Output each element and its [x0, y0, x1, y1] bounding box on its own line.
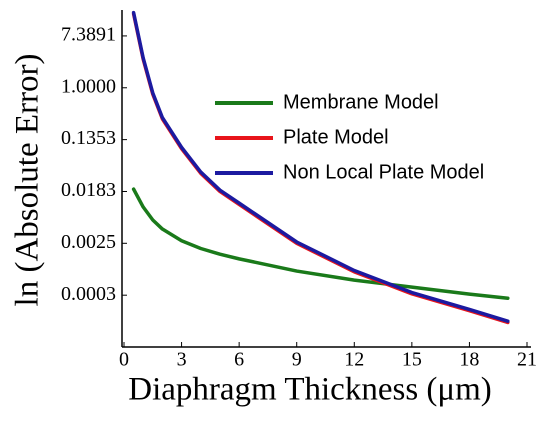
line-series [131, 10, 510, 323]
y-tick-label: 7.3891 [61, 24, 116, 46]
x-axis-label: Diaphragm Thickness (μm) [128, 372, 492, 408]
x-tick-label: 21 [517, 349, 537, 371]
y-tick-label: 0.0025 [61, 231, 116, 253]
y-tick-label: 0.0003 [61, 283, 116, 305]
x-tick-label: 15 [402, 349, 422, 371]
y-tick-label: 0.0183 [61, 179, 116, 201]
legend-label: Membrane Model [283, 91, 439, 113]
y-tick-label: 0.1353 [61, 127, 116, 149]
y-tick-label: 1.0000 [61, 75, 116, 97]
legend-label: Plate Model [283, 126, 389, 148]
line-series [131, 187, 510, 300]
x-tick-label: 0 [119, 349, 129, 371]
y-axis-label: ln (Absolute Error) [10, 54, 46, 307]
x-tick-label: 6 [234, 349, 244, 371]
legend-label: Non Local Plate Model [283, 161, 484, 183]
x-tick-label: 12 [344, 349, 364, 371]
x-tick-label: 9 [292, 349, 302, 371]
x-tick-label: 18 [459, 349, 479, 371]
x-tick-label: 3 [177, 349, 187, 371]
